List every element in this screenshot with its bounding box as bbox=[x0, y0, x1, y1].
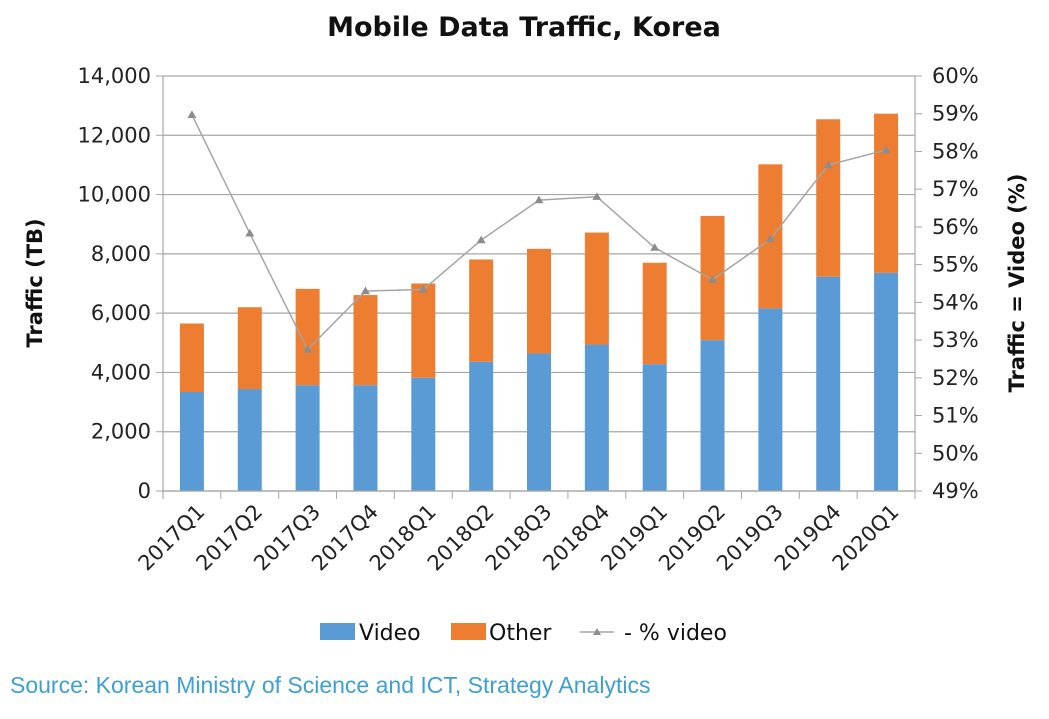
bar-video bbox=[179, 391, 204, 491]
y2-tick-label: 50% bbox=[932, 441, 979, 465]
line-marker bbox=[360, 286, 370, 295]
bar-other bbox=[469, 259, 494, 362]
bar-other bbox=[353, 295, 378, 386]
bar-video bbox=[816, 276, 841, 491]
bar-video bbox=[469, 361, 494, 491]
bar-video bbox=[295, 385, 320, 491]
y2-tick-label: 49% bbox=[932, 479, 979, 503]
y-tick-label: 10,000 bbox=[78, 183, 151, 207]
y-tick-label: 14,000 bbox=[78, 64, 151, 88]
y2-tick-label: 51% bbox=[932, 404, 979, 428]
bar-video bbox=[237, 389, 262, 491]
legend-swatch-other bbox=[451, 623, 486, 640]
y2-axis-title: Traffic = Video (%) bbox=[1005, 174, 1029, 393]
y2-tick-label: 59% bbox=[932, 102, 979, 126]
y-tick-label: 6,000 bbox=[91, 301, 151, 325]
chart-title: Mobile Data Traffic, Korea bbox=[327, 12, 721, 43]
line-marker bbox=[476, 235, 486, 244]
bar-video bbox=[584, 344, 609, 491]
y-axis-title: Traffic (TB) bbox=[23, 218, 47, 347]
bar-video bbox=[758, 308, 783, 491]
bar-video bbox=[353, 385, 378, 491]
y-tick-label: 12,000 bbox=[78, 123, 151, 147]
y-tick-label: 4,000 bbox=[91, 360, 151, 384]
bar-other bbox=[411, 283, 436, 378]
line-marker bbox=[708, 275, 718, 283]
bar-video bbox=[642, 364, 667, 491]
source-note: Source: Korean Ministry of Science and I… bbox=[10, 672, 651, 698]
legend-swatch-video bbox=[320, 623, 355, 640]
y2-tick-label: 56% bbox=[932, 215, 979, 239]
bar-other bbox=[584, 232, 609, 345]
y2-tick-label: 57% bbox=[932, 177, 979, 201]
line-marker bbox=[187, 110, 197, 119]
bar-other bbox=[816, 119, 841, 277]
y2-tick-label: 54% bbox=[932, 290, 979, 314]
y2-tick-label: 53% bbox=[932, 328, 979, 352]
bar-other bbox=[874, 113, 899, 273]
bar-video bbox=[411, 377, 436, 491]
line-marker bbox=[592, 192, 602, 200]
line-marker bbox=[245, 228, 255, 237]
bar-other bbox=[237, 307, 262, 390]
line-marker bbox=[823, 160, 833, 169]
bar-video bbox=[874, 272, 899, 491]
line-marker bbox=[765, 234, 775, 243]
line-marker bbox=[303, 345, 313, 353]
bars bbox=[179, 113, 899, 491]
y-tick-label: 8,000 bbox=[91, 242, 151, 266]
bar-video bbox=[527, 353, 551, 491]
legend-marker bbox=[593, 628, 601, 635]
y2-tick-label: 55% bbox=[932, 253, 979, 277]
line-marker bbox=[534, 195, 544, 204]
legend-label-video-share: - % video bbox=[624, 621, 727, 646]
y2-tick-label: 52% bbox=[932, 366, 979, 390]
legend-label-other: Other bbox=[489, 621, 552, 646]
y-tick-label: 2,000 bbox=[91, 420, 151, 444]
legend-label-video: Video bbox=[359, 621, 421, 646]
line-marker bbox=[650, 243, 660, 251]
bar-other bbox=[642, 262, 667, 365]
y2-tick-label: 58% bbox=[932, 139, 979, 163]
line-marker bbox=[881, 145, 891, 154]
legend: Video Other - % video bbox=[320, 621, 727, 646]
bar-video bbox=[700, 340, 725, 491]
y-tick-label: 0 bbox=[138, 479, 151, 503]
bar-other bbox=[527, 248, 551, 354]
bar-other bbox=[295, 288, 320, 386]
bar-other bbox=[179, 323, 204, 392]
line-marker bbox=[418, 285, 428, 293]
video-share-line bbox=[187, 110, 891, 353]
y2-tick-label: 60% bbox=[932, 64, 979, 88]
